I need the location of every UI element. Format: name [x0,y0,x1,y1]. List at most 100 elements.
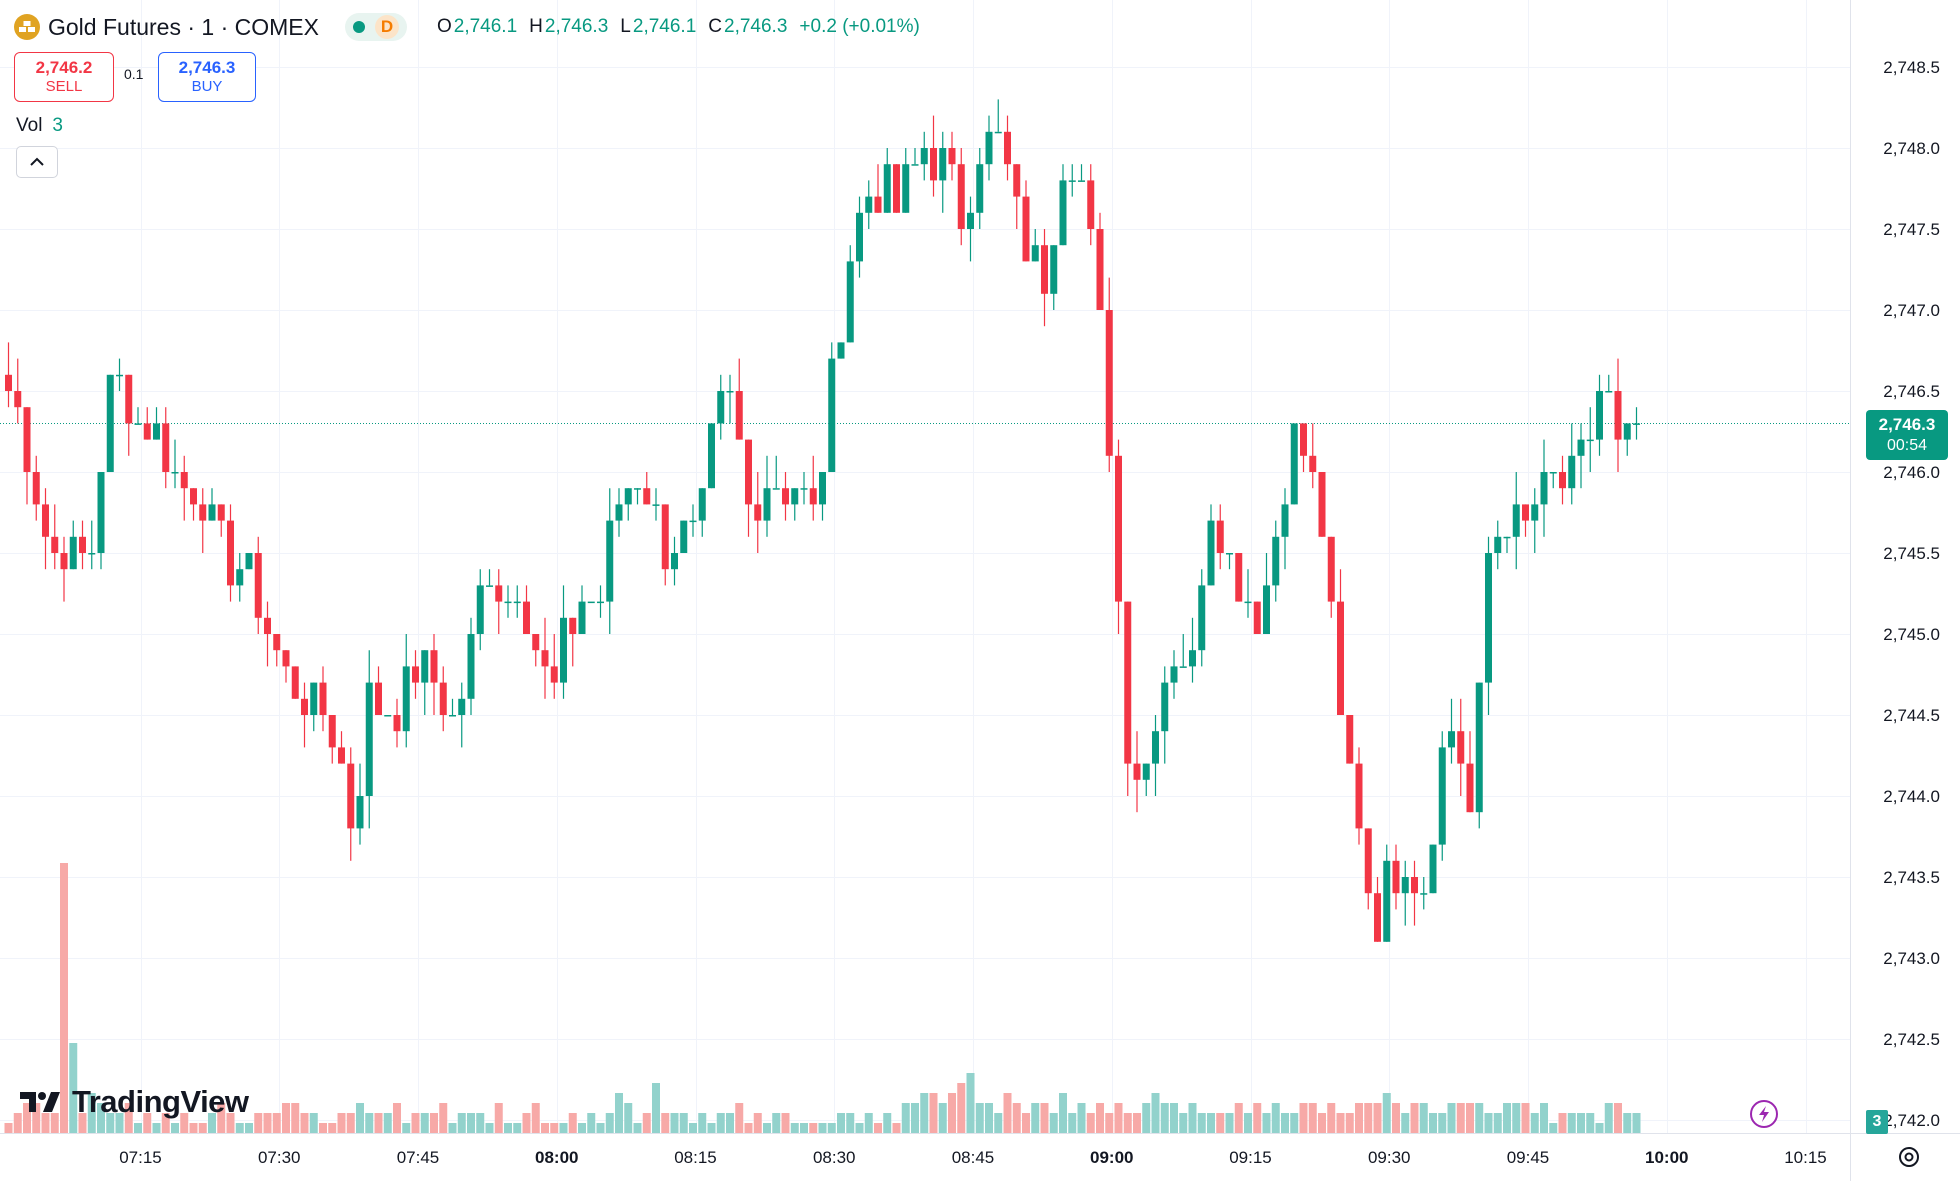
candle-body [615,504,623,521]
candle-body [1115,455,1122,602]
high-value: 2,746.3 [544,16,609,37]
candle-body [5,374,12,391]
volume-bar [272,1113,281,1133]
volume-bar [226,1113,235,1133]
volume-bar [1475,1103,1484,1133]
candle-body [217,504,225,521]
candle-body [874,196,882,213]
volume-bar [1281,1113,1289,1133]
candle-body [652,504,660,506]
candle-body [1235,553,1243,602]
volume-bars [4,863,1641,1133]
volume-bar [1022,1113,1030,1133]
volume-bar [1392,1103,1400,1133]
candle-body [14,391,22,408]
volume-bar [975,1103,984,1133]
lightning-icon[interactable] [1750,1100,1778,1128]
candle-body [467,634,475,699]
volume-bar [1188,1103,1197,1133]
volume-bar [1290,1113,1299,1133]
candle-body [698,488,706,521]
volume-bar [1484,1113,1493,1133]
volume-bar [1540,1103,1548,1133]
sell-button[interactable]: 2,746.2 SELL [14,52,114,102]
change-value: +0.2 (+0.01%) [799,16,920,37]
candle-body [1355,763,1363,829]
price-tick-label: 2,742.5 [1883,1030,1940,1049]
volume-bar [476,1113,485,1133]
candle-body [578,601,586,634]
volume-bar [60,863,68,1133]
candle-body [772,488,780,490]
candle-body [180,472,188,489]
candle-body [1327,536,1335,602]
volume-legend-value: 3 [52,115,63,136]
candle-body [791,488,799,505]
volume-bar [1040,1103,1049,1133]
candle-body [319,682,327,715]
candle-body [458,698,466,715]
volume-bar [800,1123,808,1133]
volume-bar [707,1123,716,1133]
candle-body [1531,504,1539,521]
volume-bar [1632,1113,1641,1133]
candle-body [1623,423,1631,440]
candle-body [1374,893,1381,942]
candle-body [1078,180,1085,182]
candle-body [51,536,59,553]
candle-body [282,650,290,667]
volume-bar [1419,1103,1428,1133]
volume-bar [1327,1103,1336,1133]
candle-body [291,666,299,699]
volume-bar [827,1123,836,1133]
volume-bar [300,1113,309,1133]
volume-bar [1049,1113,1058,1133]
volume-bar [1225,1113,1234,1133]
volume-bar [1549,1123,1558,1133]
candle-body [689,520,697,523]
candle-body [1559,472,1566,489]
candle-body [671,553,678,570]
volume-bar [143,1113,152,1133]
open-value: 2,746.1 [453,16,518,37]
volume-bar [1456,1103,1465,1133]
candle-body [930,148,937,181]
settings-icon[interactable] [1896,1144,1922,1170]
candle-body [449,715,456,717]
volume-bar [1512,1103,1521,1133]
chevron-up-icon [30,157,44,166]
candle-body [1142,763,1150,780]
volume-bar [550,1123,559,1133]
candle-body [643,488,651,505]
candle-body [1087,180,1095,229]
buy-button[interactable]: 2,746.3 BUY [158,52,256,102]
candle-body [1420,893,1428,895]
volume-bar [439,1103,448,1133]
candle-body [1152,731,1159,764]
price-tick-label: 2,748.5 [1883,58,1940,77]
candle-body [1105,310,1113,456]
candle-body [1253,601,1261,634]
candle-body [532,634,540,651]
market-status-pill[interactable]: D [344,13,407,41]
volume-bar [13,1113,22,1133]
candle-body [1346,715,1354,764]
candle-body [1318,472,1326,537]
time-tick-label: 07:45 [397,1148,440,1167]
volume-bar [698,1113,707,1133]
volume-bar [1503,1103,1511,1133]
collapse-legend-button[interactable] [16,146,58,178]
delayed-data-badge: D [374,15,399,39]
symbol-title[interactable]: Gold Futures · 1 · COMEX [48,13,319,40]
volume-bar [1262,1113,1271,1133]
volume-bar [282,1103,290,1133]
candle-body [310,682,318,715]
candle-body [523,601,530,634]
candle-body [486,585,493,587]
candle-body [1198,585,1206,651]
volume-bar [41,1113,50,1133]
tradingview-logo[interactable]: TradingView [18,1084,249,1120]
volume-bar [32,1103,41,1133]
candle-body [1466,763,1474,813]
